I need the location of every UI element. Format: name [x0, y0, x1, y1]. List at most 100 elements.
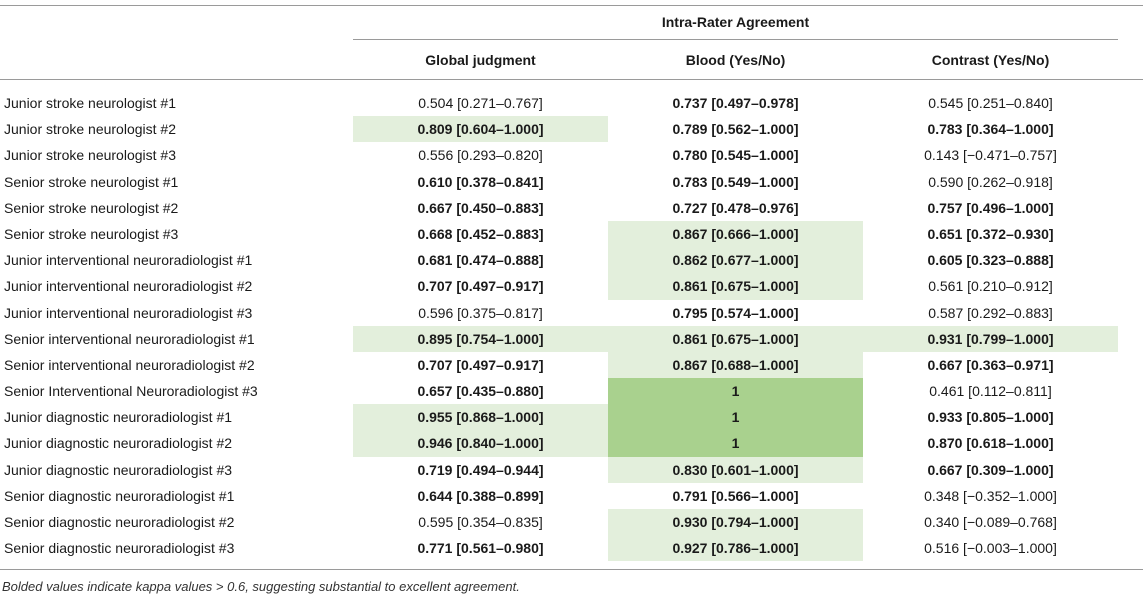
contrast-cell: 0.783 [0.364–1.000]: [927, 121, 1054, 138]
global-judgment-cell: 0.556 [0.293–0.820]: [418, 147, 543, 164]
blood-cell: 0.789 [0.562–1.000]: [672, 121, 799, 138]
global-judgment-cell: 0.610 [0.378–0.841]: [417, 173, 544, 190]
table-row: Junior diagnostic neuroradiologist #1 0.9…: [0, 404, 1143, 431]
rater-label: Senior stroke neurologist #2: [4, 199, 179, 216]
rater-label: Junior interventional neuroradiologist #…: [4, 304, 253, 321]
table-row: Senior interventional neuroradiologist #…: [0, 351, 1143, 379]
rater-label: Senior interventional neuroradiologist #…: [4, 330, 255, 347]
table-row: Senior diagnostic neuroradiologist #3 0.7…: [0, 535, 1143, 562]
rater-label: Junior stroke neurologist #1: [4, 95, 176, 111]
blood-cell: 1: [608, 430, 863, 457]
table-row: Junior stroke neurologist #1 0.504 [0.271…: [0, 90, 1143, 116]
column-header-blood: Blood (Yes/No): [685, 52, 786, 68]
blood-cell: 0.930 [0.794–1.000]: [608, 509, 863, 536]
rater-label: Junior stroke neurologist #2: [4, 121, 176, 138]
global-judgment-cell: 0.657 [0.435–0.880]: [417, 383, 544, 400]
contrast-cell: 0.561 [0.210–0.912]: [928, 278, 1053, 295]
blood-cell: 0.791 [0.566–1.000]: [672, 487, 799, 504]
contrast-cell: 0.757 [0.496–1.000]: [927, 199, 1054, 216]
table-row: Junior diagnostic neuroradiologist #3 0.7…: [0, 456, 1143, 483]
contrast-cell: 0.651 [0.372–0.930]: [927, 225, 1054, 242]
blood-cell: 1: [608, 404, 863, 431]
global-judgment-cell: 0.707 [0.497–0.917]: [417, 356, 544, 373]
contrast-cell: 0.516 [−0.003–1.000]: [924, 540, 1057, 557]
contrast-cell: 0.667 [0.363–0.971]: [927, 356, 1054, 373]
global-judgment-cell: 0.644 [0.388–0.899]: [417, 487, 544, 504]
global-judgment-cell: 0.771 [0.561–0.980]: [417, 540, 544, 557]
rater-label: Senior diagnostic neuroradiologist #1: [4, 487, 235, 504]
table-row: Senior diagnostic neuroradiologist #1 0.6…: [0, 483, 1143, 509]
rater-label: Senior interventional neuroradiologist #…: [4, 356, 255, 373]
global-judgment-cell: 0.946 [0.840–1.000]: [353, 430, 608, 457]
global-judgment-cell: 0.504 [0.271–0.767]: [418, 95, 543, 111]
global-judgment-cell: 0.596 [0.375–0.817]: [418, 304, 543, 321]
contrast-cell: 0.143 [−0.471–0.757]: [924, 147, 1057, 164]
global-judgment-cell: 0.719 [0.494–0.944]: [417, 461, 544, 478]
table-row: Junior diagnostic neuroradiologist #2 0.9…: [0, 430, 1143, 457]
global-judgment-cell: 0.955 [0.868–1.000]: [353, 404, 608, 431]
table-footnote: Bolded values indicate kappa values > 0.…: [2, 579, 520, 594]
global-judgment-cell: 0.595 [0.354–0.835]: [418, 514, 543, 530]
blood-cell: 0.795 [0.574–1.000]: [672, 304, 799, 321]
table-row: Senior diagnostic neuroradiologist #2 0.5…: [0, 509, 1143, 536]
rater-label: Senior Interventional Neuroradiologist #…: [4, 383, 258, 400]
contrast-cell: 0.340 [−0.089–0.768]: [924, 514, 1057, 530]
column-header-global-judgment: Global judgment: [425, 52, 536, 68]
rater-label: Junior stroke neurologist #3: [4, 147, 176, 164]
rater-label: Junior interventional neuroradiologist #…: [4, 278, 253, 295]
blood-cell: 0.780 [0.545–1.000]: [672, 147, 799, 164]
rater-label: Senior diagnostic neuroradiologist #2: [4, 514, 235, 530]
table-row: Senior interventional neuroradiologist #…: [0, 325, 1143, 352]
table-row: Junior interventional neuroradiologist #…: [0, 247, 1143, 274]
bottom-rule: [0, 569, 1143, 570]
contrast-cell: 0.590 [0.262–0.918]: [928, 173, 1053, 190]
blood-cell: 0.927 [0.786–1.000]: [608, 535, 863, 562]
global-judgment-cell: 0.667 [0.450–0.883]: [417, 199, 544, 216]
blood-cell: 0.861 [0.675–1.000]: [608, 273, 863, 300]
contrast-cell: 0.605 [0.323–0.888]: [927, 252, 1054, 269]
table-row: Junior stroke neurologist #3 0.556 [0.293…: [0, 142, 1143, 168]
blood-cell: 0.861 [0.675–1.000]: [608, 325, 863, 352]
global-judgment-cell: 0.681 [0.474–0.888]: [417, 252, 544, 269]
contrast-cell: 0.545 [0.251–0.840]: [928, 95, 1053, 111]
rater-label: Senior diagnostic neuroradiologist #3: [4, 540, 235, 557]
table-row: Junior stroke neurologist #2 0.809 [0.604…: [0, 116, 1143, 143]
rater-label: Senior stroke neurologist #1: [4, 173, 179, 190]
rater-label: Junior interventional neuroradiologist #…: [4, 252, 253, 269]
table-row: Senior stroke neurologist #3 0.668 [0.452…: [0, 220, 1143, 248]
global-judgment-cell: 0.895 [0.754–1.000]: [353, 325, 608, 352]
contrast-cell: 0.348 [−0.352–1.000]: [924, 487, 1057, 504]
contrast-cell: 0.461 [0.112–0.811]: [929, 383, 1052, 400]
global-judgment-cell: 0.707 [0.497–0.917]: [417, 278, 544, 295]
header-rule: [0, 79, 1143, 80]
global-judgment-cell: 0.668 [0.452–0.883]: [417, 225, 544, 242]
rater-label: Junior diagnostic neuroradiologist #2: [4, 435, 233, 452]
blood-cell: 0.737 [0.497–0.978]: [672, 95, 799, 111]
table-row: Senior stroke neurologist #1 0.610 [0.378…: [0, 169, 1143, 195]
contrast-cell: 0.870 [0.618–1.000]: [927, 435, 1054, 452]
rater-label: Senior stroke neurologist #3: [4, 225, 179, 242]
table-row: Junior interventional neuroradiologist #…: [0, 273, 1143, 300]
rater-label: Junior diagnostic neuroradiologist #1: [4, 409, 233, 426]
rater-label: Junior diagnostic neuroradiologist #3: [4, 461, 233, 478]
contrast-cell: 0.587 [0.292–0.883]: [928, 304, 1053, 321]
table-row: Senior Interventional Neuroradiologist #…: [0, 378, 1143, 405]
global-judgment-cell: 0.809 [0.604–1.000]: [353, 116, 608, 143]
contrast-cell: 0.933 [0.805–1.000]: [927, 409, 1054, 426]
blood-cell: 0.867 [0.688–1.000]: [608, 351, 863, 379]
group-header: Intra-Rater Agreement: [661, 14, 810, 30]
contrast-cell: 0.931 [0.799–1.000]: [863, 325, 1118, 352]
column-header-contrast: Contrast (Yes/No): [931, 52, 1050, 68]
group-header-rule: [353, 39, 1118, 40]
blood-cell: 0.727 [0.478–0.976]: [672, 199, 799, 216]
blood-cell: 0.830 [0.601–1.000]: [608, 456, 863, 483]
top-rule: [0, 5, 1143, 6]
blood-cell: 0.862 [0.677–1.000]: [608, 247, 863, 274]
table-row: Junior interventional neuroradiologist #…: [0, 300, 1143, 326]
contrast-cell: 0.667 [0.309–1.000]: [927, 461, 1054, 478]
table-body: Junior stroke neurologist #1 0.504 [0.271…: [0, 90, 1143, 562]
table-row: Senior stroke neurologist #2 0.667 [0.450…: [0, 195, 1143, 221]
blood-cell: 0.783 [0.549–1.000]: [672, 173, 799, 190]
blood-cell: 1: [608, 378, 863, 405]
